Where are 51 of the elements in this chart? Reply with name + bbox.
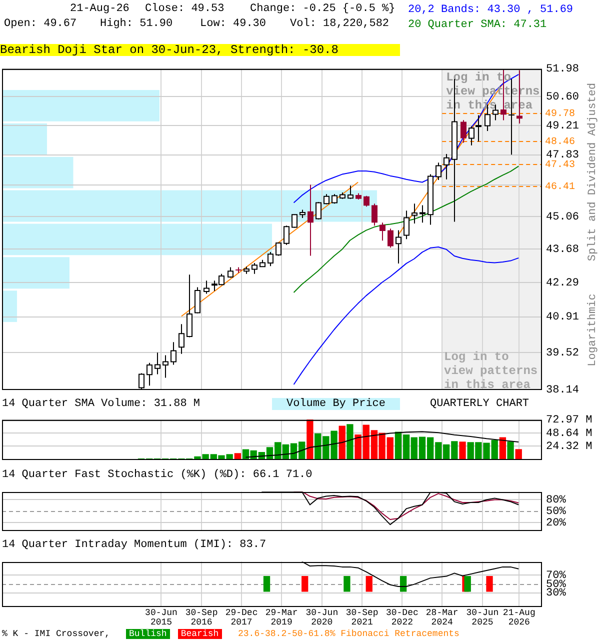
text: Split and Dividend Adjusted	[587, 82, 599, 262]
chart-title: 14 Quarter Intraday Momentum (IMI): 83.7	[2, 539, 266, 551]
text: Vol: 18,220,582	[290, 18, 390, 30]
text: Bearish	[178, 629, 222, 639]
text: High: 51.90	[100, 18, 173, 30]
ref-line-label: 48.46	[545, 137, 576, 148]
chart-title: 14 Quarter SMA Volume: 31.88 M	[2, 398, 200, 410]
y-tick-label: 24.32 M	[546, 441, 592, 454]
y-tick-label: 50.60	[546, 91, 580, 104]
text: Bearish Doji Star on 30-Jun-23, Strength: -30.8	[0, 43, 400, 57]
ref-line-label: 46.41	[545, 182, 576, 194]
chart-title: 14 Quarter Fast Stochastic (%K) (%D): 66.1 71.0	[2, 469, 312, 481]
y-tick-label: 45.06	[546, 212, 580, 224]
y-tick-label: 48.64 M	[546, 428, 592, 440]
text: Volume By Price	[272, 398, 400, 410]
y-tick-label: 20%	[546, 518, 566, 530]
x-tick-label: 30-Jun 2020	[306, 608, 338, 628]
x-tick-label: 29-Mar 2019	[265, 608, 298, 628]
x-tick-label: 21-Aug 2026	[502, 608, 536, 628]
x-tick-label: 30-Jun 2025	[466, 608, 499, 628]
y-tick-label: 42.29	[546, 277, 580, 290]
x-tick-label: 30-Sep 2016	[185, 608, 218, 628]
ref-line-label: 49.78	[545, 109, 576, 120]
y-tick-label: 49.21	[546, 120, 580, 132]
x-tick-label: 30-Dec 2022	[386, 608, 418, 628]
ref-line-label: 47.43	[545, 160, 576, 172]
x-tick-label: 30-Sep 2021	[346, 608, 378, 628]
x-tick-label: 29-Dec 2017	[225, 608, 258, 628]
text: Close: 49.53	[145, 3, 224, 15]
text: Logarithmic	[587, 294, 599, 366]
y-tick-label: 72.97 M	[546, 414, 592, 427]
text: 20,2 Bands: 43.30 , 51.69	[408, 3, 574, 18]
text: 20 Quarter SMA: 47.31	[408, 18, 548, 33]
y-tick-label: 43.68	[546, 244, 580, 256]
annotation: Log in to view patterns in this area	[444, 350, 539, 392]
text: % K - IMI Crossover,	[2, 629, 110, 639]
text: QUARTERLY CHART	[430, 398, 530, 410]
y-tick-label: 40.91	[546, 312, 580, 324]
y-tick-label: 51.98	[546, 64, 580, 76]
y-tick-label: 39.52	[546, 347, 580, 360]
text: Open: 49.67	[4, 18, 77, 30]
y-tick-label: 50%	[546, 506, 566, 518]
text: Bullish	[126, 629, 170, 639]
text: 21-Aug-26	[70, 3, 130, 15]
x-tick-label: 30-Jun 2015	[145, 608, 178, 628]
text: Low: 49.30	[200, 18, 266, 30]
y-tick-label: 80%	[546, 494, 566, 506]
text: Change: -0.25 {-0.5 %}	[250, 3, 396, 15]
x-tick-label: 28-Mar 2024	[426, 608, 458, 628]
y-tick-label: 38.14	[546, 384, 580, 396]
text: 23.6-38.2-50-61.8% Fibonacci Retracements	[238, 629, 460, 639]
